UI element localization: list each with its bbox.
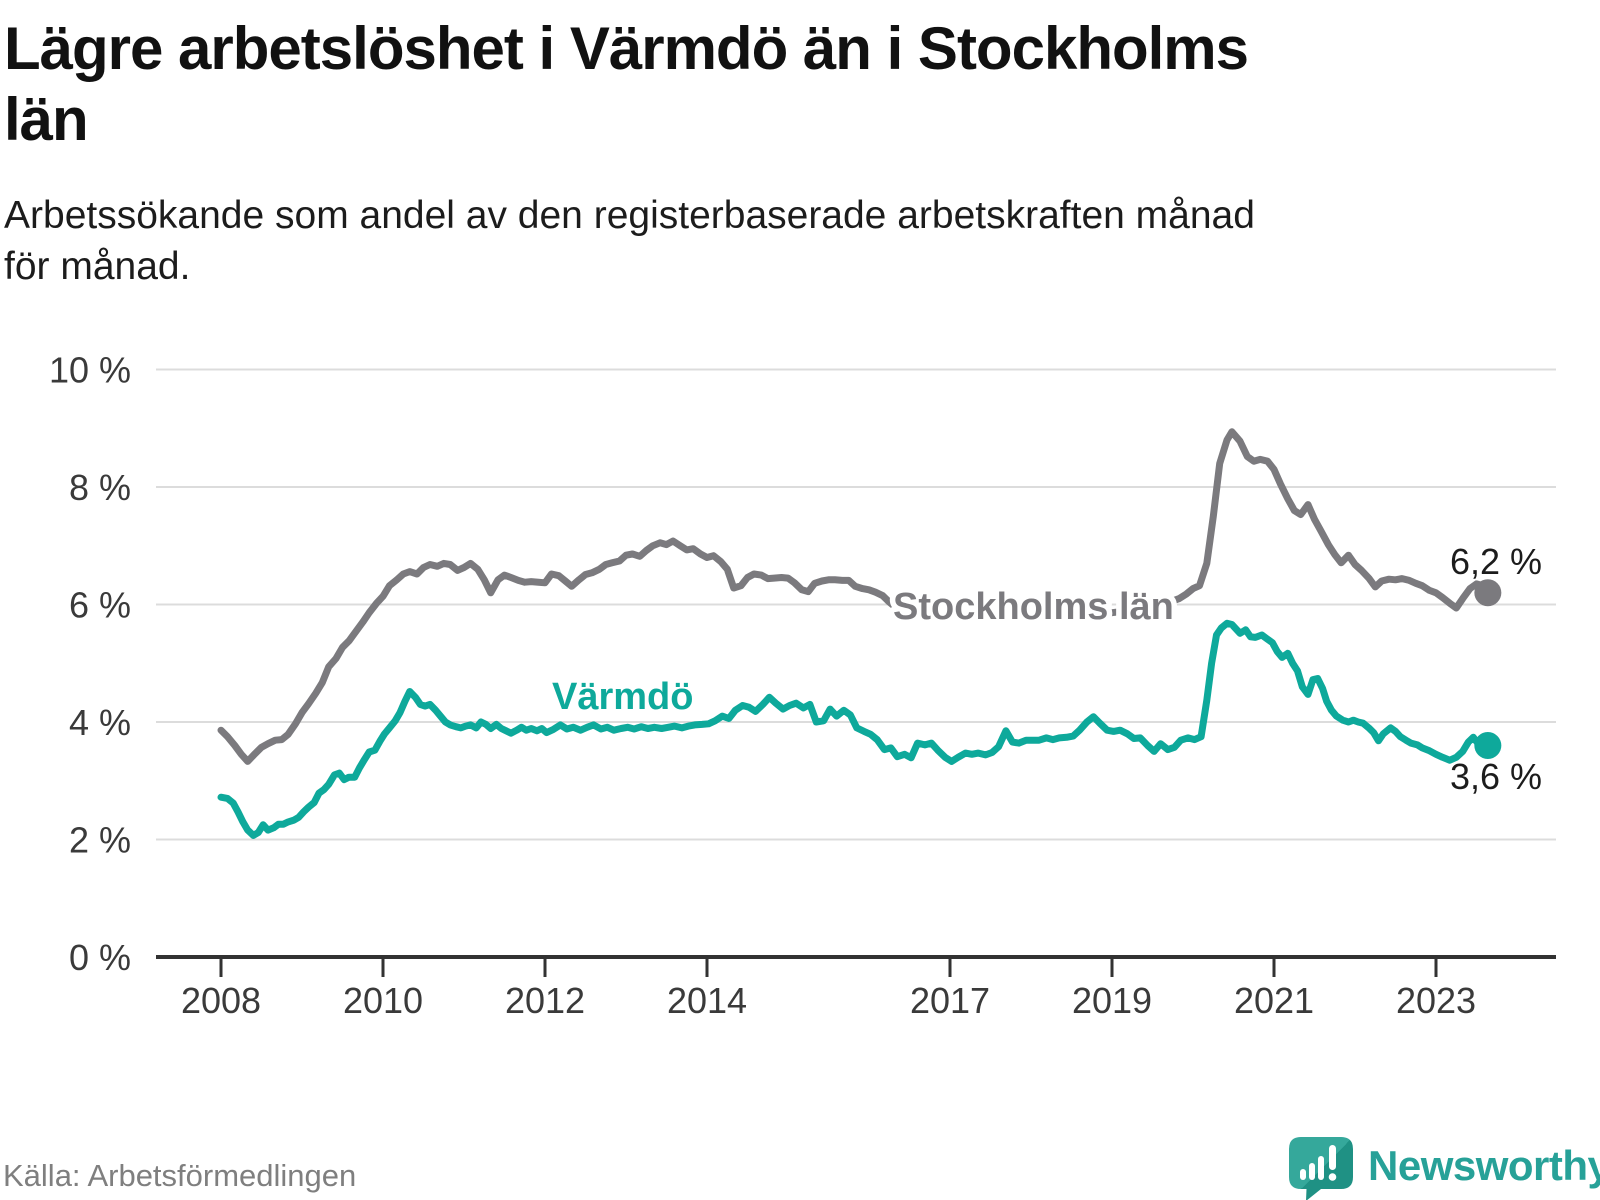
newsworthy-logo-icon <box>1289 1137 1353 1200</box>
x-tick-label: 2019 <box>1072 980 1152 1021</box>
logo-bar-3 <box>1318 1156 1324 1180</box>
x-tick-label: 2014 <box>667 980 747 1021</box>
chart-title-line-1: Lägre arbetslöshet i Värmdö än i Stockho… <box>4 15 1249 82</box>
x-tick-label: 2017 <box>910 980 990 1021</box>
chart-subtitle-line-2: för månad. <box>4 245 191 289</box>
chart-subtitle: Arbetssökande som andel av den registerb… <box>4 190 1564 293</box>
y-tick-label: 0 % <box>69 937 131 978</box>
series-end-dot-varmdo <box>1474 732 1502 759</box>
brand-name: Newsworthy <box>1368 1142 1600 1189</box>
source-note: Källa: Arbetsförmedlingen <box>3 1158 357 1193</box>
x-tick-label: 2023 <box>1396 980 1476 1021</box>
x-tick-label: 2012 <box>505 980 585 1021</box>
logo-exclamation-dot <box>1328 1173 1337 1181</box>
series-label-varmdo: Värmdö <box>552 676 693 718</box>
logo-exclamation-stem <box>1329 1145 1336 1170</box>
chart-title-line-2: län <box>4 85 89 153</box>
newsworthy-brand: Newsworthy <box>1288 1136 1600 1200</box>
logo-bar-2 <box>1309 1163 1315 1180</box>
end-value-label-varmdo: 3,6 % <box>1450 756 1542 797</box>
series-line-varmdo <box>217 619 1492 839</box>
y-tick-label: 10 % <box>49 350 131 391</box>
y-tick-label: 6 % <box>69 585 131 626</box>
series-end-dot-stockholms-lan <box>1474 579 1502 607</box>
series-label-stockholms-lan: Stockholms län <box>893 586 1174 628</box>
end-value-label-stockholms-lan: 6,2 % <box>1450 541 1542 582</box>
x-tick-label: 2010 <box>343 980 423 1021</box>
chart-subtitle-line-1: Arbetssökande som andel av den registerb… <box>4 194 1255 237</box>
series-line-stockholms-lan <box>217 428 1492 765</box>
x-tick-label: 2008 <box>181 980 261 1021</box>
logo-bar-1 <box>1300 1169 1306 1180</box>
y-tick-label: 4 % <box>69 702 131 743</box>
y-tick-label: 2 % <box>69 820 131 861</box>
x-tick-label: 2021 <box>1234 980 1314 1021</box>
chart-title: Lägre arbetslöshet i Värmdö än i Stockho… <box>4 14 1564 156</box>
y-tick-label: 8 % <box>69 467 131 508</box>
